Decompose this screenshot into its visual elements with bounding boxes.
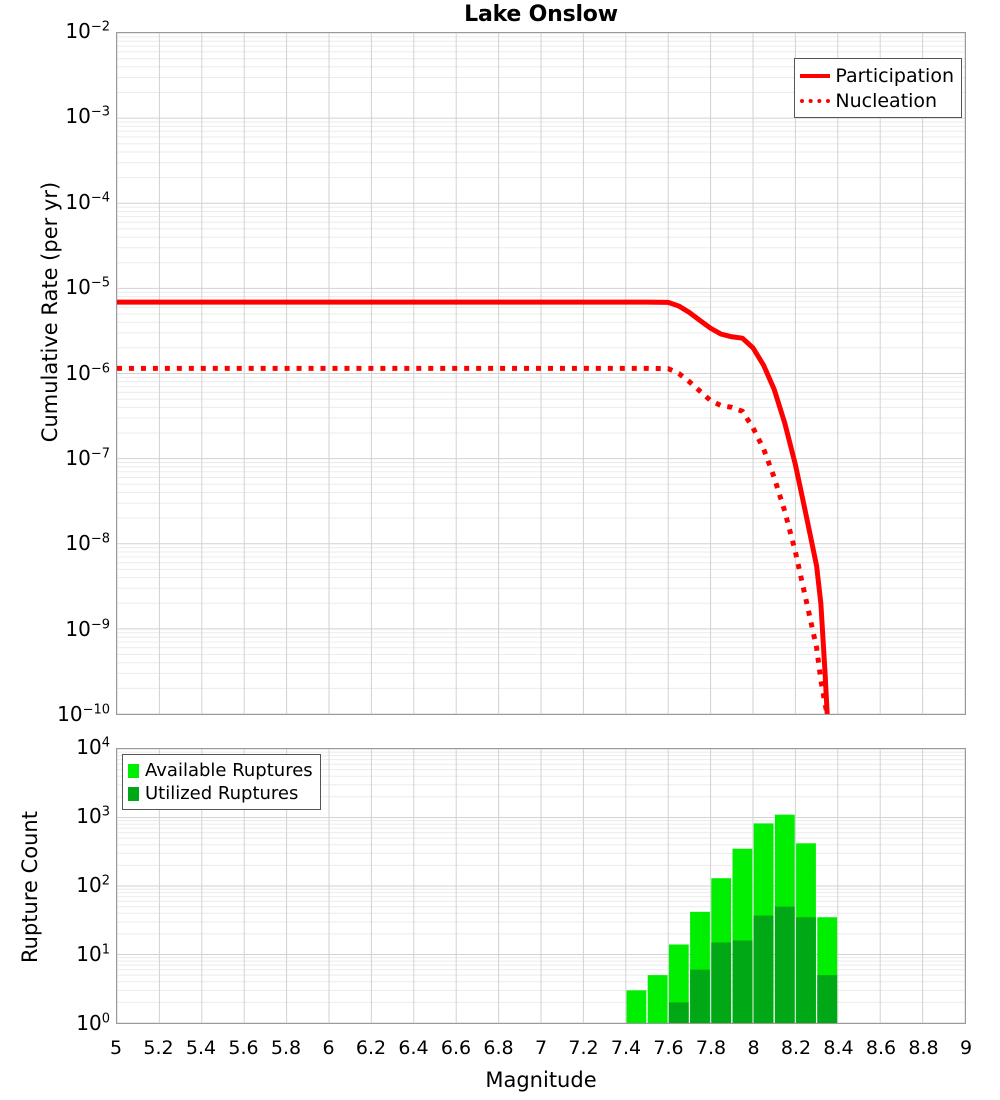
y-tick-label: 103 bbox=[76, 804, 110, 828]
x-axis-label: Magnitude bbox=[485, 1068, 597, 1092]
x-tick-label: 8.8 bbox=[908, 1037, 939, 1059]
x-tick-label: 5.4 bbox=[185, 1037, 217, 1059]
bar-utilized-ruptures bbox=[732, 940, 753, 1023]
rupture-count-plot-area: Available Ruptures Utilized Ruptures bbox=[116, 748, 966, 1024]
x-tick-label: 6.4 bbox=[398, 1037, 429, 1059]
dark-green-square-icon bbox=[128, 786, 139, 801]
y-tick-label: 10−10 bbox=[57, 702, 110, 726]
x-tick-label: 6 bbox=[322, 1037, 335, 1059]
y-tick-label: 100 bbox=[76, 1011, 110, 1035]
bar-utilized-ruptures bbox=[796, 917, 816, 1023]
curve-nucleation bbox=[117, 365, 830, 714]
y-tick-label: 10−9 bbox=[65, 616, 110, 641]
y-tick-label: 101 bbox=[76, 942, 110, 966]
x-tick-label: 6.8 bbox=[483, 1037, 514, 1059]
legend-item-nucleation[interactable]: Nucleation bbox=[800, 88, 954, 113]
top-panel-legend: Participation Nucleation bbox=[794, 58, 962, 118]
x-tick-label: 8.6 bbox=[865, 1037, 897, 1059]
x-tick-label: 6.6 bbox=[440, 1037, 472, 1059]
legend-item-available-ruptures[interactable]: Available Ruptures bbox=[128, 759, 313, 782]
curve-participation bbox=[117, 299, 830, 714]
y-tick-label: 10−8 bbox=[65, 531, 110, 556]
y-tick-label: 10−4 bbox=[65, 189, 110, 214]
bar-utilized-ruptures bbox=[817, 975, 838, 1023]
x-tick-label: 5.6 bbox=[228, 1037, 259, 1059]
dotted-line-icon bbox=[800, 91, 830, 111]
solid-line-icon bbox=[800, 66, 830, 86]
bar-utilized-ruptures bbox=[753, 915, 774, 1023]
x-tick-label: 7.8 bbox=[695, 1037, 727, 1059]
bar-utilized-ruptures bbox=[668, 1002, 689, 1023]
top-panel-gridlines bbox=[117, 33, 965, 714]
x-tick-label: 9 bbox=[959, 1037, 973, 1059]
x-tick-label: 8 bbox=[747, 1037, 760, 1059]
bottom-panel-legend: Available Ruptures Utilized Ruptures bbox=[122, 754, 321, 810]
x-tick-label: 7.6 bbox=[653, 1037, 684, 1059]
y-tick-label: 10−6 bbox=[65, 360, 110, 385]
x-tick-label: 7.4 bbox=[610, 1037, 642, 1059]
legend-label-nucleation: Nucleation bbox=[835, 89, 938, 112]
bottom-panel-bars bbox=[626, 814, 838, 1023]
legend-item-utilized-ruptures[interactable]: Utilized Ruptures bbox=[128, 782, 313, 805]
top-panel-curves bbox=[117, 299, 830, 714]
legend-label-utilized-ruptures: Utilized Ruptures bbox=[145, 783, 299, 804]
legend-item-participation[interactable]: Participation bbox=[800, 63, 954, 88]
legend-label-available-ruptures: Available Ruptures bbox=[145, 760, 313, 781]
x-tick-label: 6.2 bbox=[355, 1037, 387, 1059]
x-tick-label: 8.2 bbox=[780, 1037, 812, 1059]
y-tick-label: 10−7 bbox=[65, 445, 110, 470]
x-tick-label: 5.8 bbox=[270, 1037, 302, 1059]
y-tick-label: 10−3 bbox=[65, 104, 110, 129]
x-tick-label: 5 bbox=[109, 1037, 123, 1059]
bar-available-ruptures bbox=[647, 975, 668, 1023]
bar-available-ruptures bbox=[626, 990, 647, 1023]
y-tick-label: 104 bbox=[76, 735, 110, 759]
x-tick-label: 7.2 bbox=[568, 1037, 599, 1059]
bar-utilized-ruptures bbox=[690, 969, 710, 1023]
x-tick-label: 5.2 bbox=[143, 1037, 174, 1059]
bar-utilized-ruptures bbox=[774, 906, 795, 1023]
x-tick-label: 7 bbox=[534, 1037, 548, 1059]
y-tick-label: 10−5 bbox=[65, 275, 110, 300]
bar-utilized-ruptures bbox=[711, 942, 732, 1023]
x-tick-label: 8.4 bbox=[823, 1037, 854, 1059]
y-tick-label: 10−2 bbox=[65, 19, 110, 43]
legend-label-participation: Participation bbox=[835, 64, 954, 87]
green-square-icon bbox=[128, 763, 139, 778]
page-title: Lake Onslow bbox=[464, 2, 618, 27]
cumulative-rate-plot-area: Participation Nucleation bbox=[116, 32, 966, 715]
y-tick-label: 102 bbox=[76, 873, 110, 897]
